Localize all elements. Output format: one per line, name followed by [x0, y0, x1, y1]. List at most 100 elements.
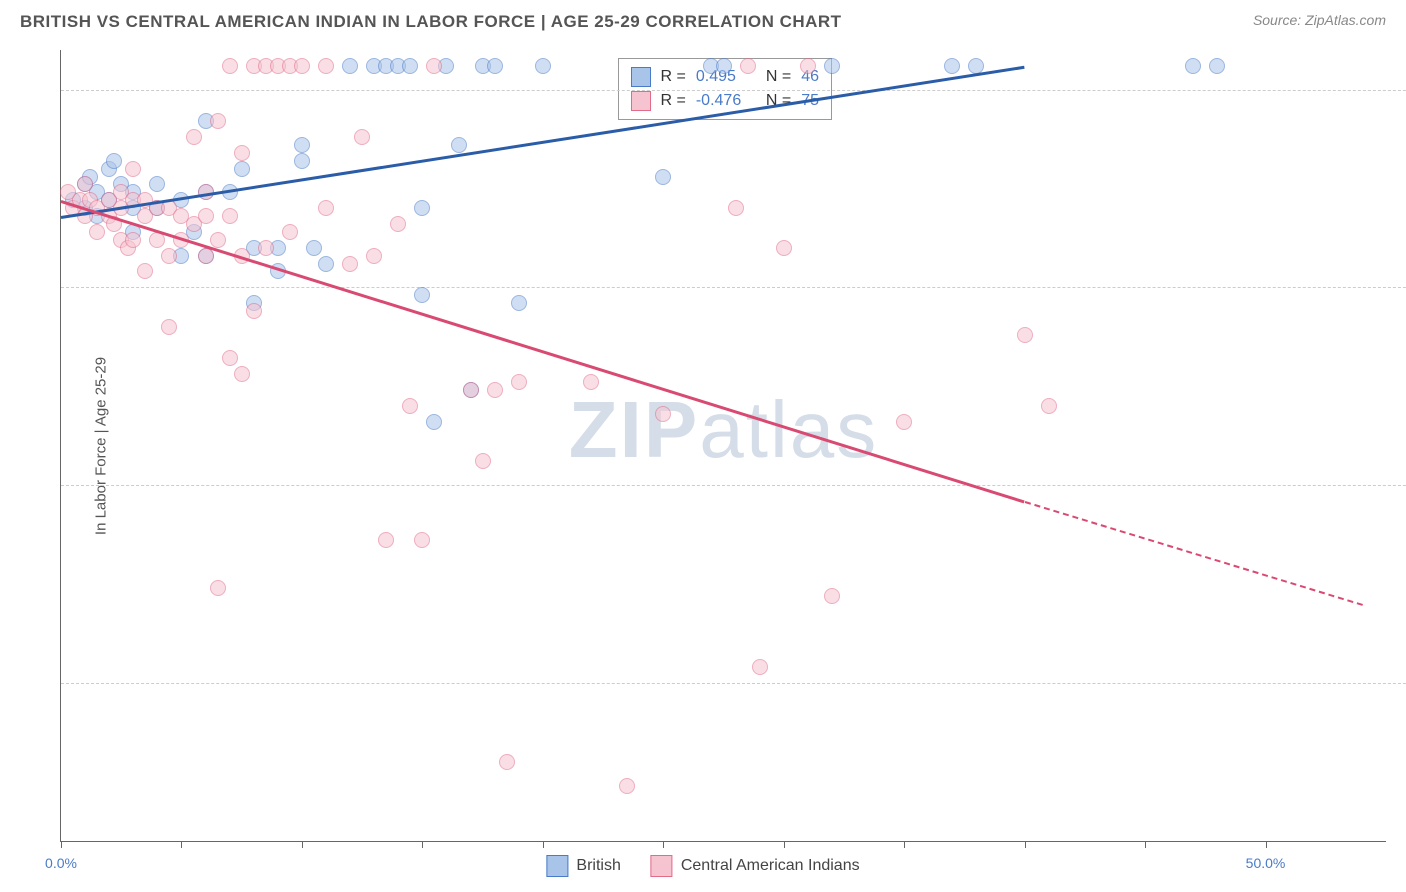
legend-label: British [576, 857, 620, 875]
stats-r-label: R = [661, 92, 686, 110]
scatter-point [451, 137, 467, 153]
scatter-point [149, 176, 165, 192]
scatter-point [198, 208, 214, 224]
gridline-h [61, 683, 1406, 684]
gridline-h [61, 287, 1406, 288]
scatter-point [402, 58, 418, 74]
scatter-point [234, 366, 250, 382]
x-tick-mark [422, 841, 423, 848]
x-tick-mark [1025, 841, 1026, 848]
scatter-point [463, 382, 479, 398]
scatter-point [752, 659, 768, 675]
scatter-point [318, 58, 334, 74]
scatter-point [414, 532, 430, 548]
scatter-point [186, 129, 202, 145]
scatter-point [294, 137, 310, 153]
scatter-point [234, 161, 250, 177]
scatter-point [161, 319, 177, 335]
stats-swatch [631, 67, 651, 87]
scatter-point [89, 224, 105, 240]
legend-swatch [546, 855, 568, 877]
scatter-point [402, 398, 418, 414]
scatter-point [728, 200, 744, 216]
scatter-point [210, 232, 226, 248]
scatter-point [426, 414, 442, 430]
scatter-point [426, 58, 442, 74]
x-tick-mark [181, 841, 182, 848]
x-tick-mark [904, 841, 905, 848]
x-tick-mark [663, 841, 664, 848]
scatter-point [1017, 327, 1033, 343]
scatter-point [655, 169, 671, 185]
scatter-point [77, 176, 93, 192]
chart-title: BRITISH VS CENTRAL AMERICAN INDIAN IN LA… [20, 12, 842, 32]
scatter-point [511, 374, 527, 390]
chart-container: ZIPatlas R = 0.495N = 46R = -0.476N = 75… [60, 50, 1386, 842]
scatter-point [246, 303, 262, 319]
scatter-point [294, 153, 310, 169]
scatter-point [944, 58, 960, 74]
stats-n-label: N = [766, 68, 791, 86]
stats-row: R = -0.476N = 75 [631, 89, 819, 113]
x-tick-mark [1145, 841, 1146, 848]
plot-area: ZIPatlas R = 0.495N = 46R = -0.476N = 75… [60, 50, 1386, 842]
scatter-point [294, 58, 310, 74]
legend: British Central American Indians [546, 855, 859, 877]
scatter-point [222, 350, 238, 366]
legend-item: British [546, 855, 620, 877]
scatter-point [740, 58, 756, 74]
scatter-point [234, 145, 250, 161]
scatter-point [306, 240, 322, 256]
x-tick-mark [302, 841, 303, 848]
trend-line [61, 200, 1025, 503]
scatter-point [1209, 58, 1225, 74]
scatter-point [475, 453, 491, 469]
x-tick-mark [1266, 841, 1267, 848]
legend-item: Central American Indians [651, 855, 860, 877]
scatter-point [1185, 58, 1201, 74]
scatter-point [198, 248, 214, 264]
scatter-point [824, 588, 840, 604]
scatter-point [125, 161, 141, 177]
legend-label: Central American Indians [681, 857, 860, 875]
scatter-point [583, 374, 599, 390]
x-tick-mark [543, 841, 544, 848]
scatter-point [106, 153, 122, 169]
scatter-point [342, 58, 358, 74]
stats-swatch [631, 91, 651, 111]
scatter-point [125, 232, 141, 248]
scatter-point [318, 200, 334, 216]
scatter-point [896, 414, 912, 430]
stats-r-label: R = [661, 68, 686, 86]
scatter-point [487, 58, 503, 74]
scatter-point [378, 532, 394, 548]
scatter-point [210, 580, 226, 596]
scatter-point [800, 58, 816, 74]
x-tick-mark [61, 841, 62, 848]
scatter-point [210, 113, 226, 129]
scatter-point [511, 295, 527, 311]
scatter-point [824, 58, 840, 74]
scatter-point [414, 287, 430, 303]
scatter-point [342, 256, 358, 272]
chart-header: BRITISH VS CENTRAL AMERICAN INDIAN IN LA… [20, 12, 1386, 32]
scatter-point [366, 248, 382, 264]
scatter-point [258, 240, 274, 256]
scatter-point [318, 256, 334, 272]
scatter-point [137, 263, 153, 279]
watermark: ZIPatlas [569, 384, 878, 476]
x-tick-label: 50.0% [1246, 855, 1286, 871]
legend-swatch [651, 855, 673, 877]
scatter-point [390, 216, 406, 232]
source-attribution: Source: ZipAtlas.com [1253, 12, 1386, 28]
scatter-point [487, 382, 503, 398]
scatter-point [655, 406, 671, 422]
x-tick-label: 0.0% [45, 855, 77, 871]
scatter-point [161, 248, 177, 264]
gridline-h [61, 90, 1406, 91]
scatter-point [222, 58, 238, 74]
scatter-point [354, 129, 370, 145]
gridline-h [61, 485, 1406, 486]
scatter-point [535, 58, 551, 74]
scatter-point [716, 58, 732, 74]
